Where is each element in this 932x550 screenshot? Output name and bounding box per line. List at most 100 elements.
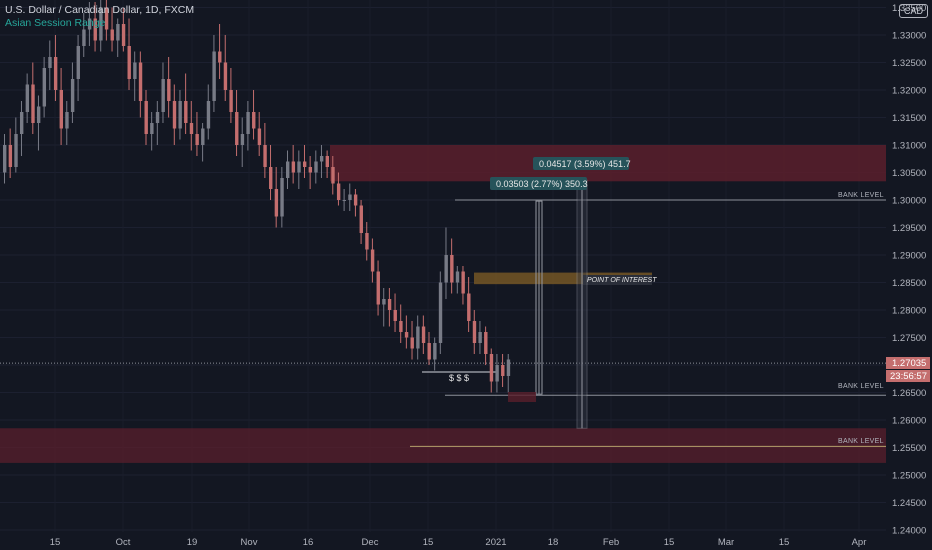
y-tick-label: 1.27500 bbox=[892, 333, 926, 344]
candle-body bbox=[404, 332, 409, 338]
candle-body bbox=[325, 156, 330, 167]
y-tick-label: 1.26500 bbox=[892, 388, 926, 399]
candle-body bbox=[506, 359, 511, 376]
candle-body bbox=[25, 84, 30, 112]
candle-body bbox=[3, 145, 7, 173]
candle-body bbox=[342, 200, 346, 201]
candle-body bbox=[252, 112, 256, 129]
candle-body bbox=[150, 123, 154, 134]
candle-body bbox=[138, 62, 143, 101]
candle-body bbox=[110, 29, 114, 41]
time-axis[interactable]: 15 Oct 19 Nov 16 Dec 15 2021 18 Feb 15 Mar 15 Apr bbox=[50, 537, 867, 548]
candle-body bbox=[427, 343, 431, 360]
candle-body bbox=[376, 271, 380, 305]
symbol-title[interactable]: U.S. Dollar / Canadian Dollar, 1D, FXCM bbox=[5, 4, 195, 16]
candle-body bbox=[336, 183, 341, 200]
candle-body bbox=[370, 249, 375, 272]
price-zones bbox=[0, 145, 886, 463]
measure-label-1-bg bbox=[490, 177, 587, 190]
x-tick-label: Nov bbox=[241, 537, 258, 548]
candle-body bbox=[263, 145, 267, 167]
candle-body bbox=[416, 326, 420, 349]
zone-demand bbox=[0, 428, 886, 463]
candle-body bbox=[76, 46, 80, 79]
x-tick-label: Feb bbox=[603, 537, 619, 548]
y-tick-label: 1.24500 bbox=[892, 498, 926, 509]
y-tick-label: 1.25500 bbox=[892, 443, 926, 454]
measure-label-1-text: 0.03503 (2.77%) 350.3 bbox=[496, 179, 588, 189]
candle-body bbox=[14, 134, 18, 167]
candle-body bbox=[467, 293, 471, 321]
candle-body bbox=[399, 321, 403, 332]
liquidity-label: $ $ $ bbox=[449, 373, 469, 383]
candle-body bbox=[161, 79, 165, 112]
poi-label: POINT OF INTEREST bbox=[587, 277, 657, 284]
candle-body bbox=[438, 282, 443, 343]
y-tick-label: 1.26000 bbox=[892, 416, 926, 427]
candle-body bbox=[461, 271, 465, 294]
chart-annotations: BANK LEVEL BANK LEVEL BANK LEVEL POINT O… bbox=[449, 159, 884, 445]
x-tick-label: 19 bbox=[187, 537, 198, 548]
candle-body bbox=[201, 128, 205, 145]
bank-level-label-1: BANK LEVEL bbox=[838, 192, 884, 199]
candle-body bbox=[240, 134, 245, 145]
candle-body bbox=[421, 326, 426, 343]
candle-body bbox=[48, 57, 52, 68]
price-axis[interactable]: 1.24000 1.24500 1.25000 1.25500 1.26000 1.265… bbox=[892, 3, 926, 537]
candle-body bbox=[127, 46, 131, 79]
x-tick-label: Apr bbox=[852, 537, 867, 548]
y-tick-label: 1.30500 bbox=[892, 168, 926, 179]
price-tags: 1.27035 23:56:57 bbox=[886, 357, 930, 382]
indicator-name[interactable]: Asian Session Range bbox=[5, 17, 106, 29]
poi-label-bg bbox=[583, 275, 652, 285]
candle-body bbox=[269, 167, 273, 189]
y-tick-label: 1.33000 bbox=[892, 31, 926, 42]
candle-body bbox=[223, 62, 228, 90]
candle-body bbox=[455, 271, 460, 283]
x-tick-label: 15 bbox=[664, 537, 675, 548]
x-tick-label: Mar bbox=[718, 537, 734, 548]
candle-body bbox=[8, 145, 13, 167]
countdown-tag bbox=[886, 370, 930, 382]
candle-body bbox=[393, 310, 397, 321]
last-price-tag bbox=[886, 357, 930, 369]
candle-body bbox=[206, 101, 211, 129]
y-tick-label: 1.25000 bbox=[892, 471, 926, 482]
measurement-tools[interactable] bbox=[490, 157, 629, 429]
candle-body bbox=[286, 161, 290, 178]
chart-header: U.S. Dollar / Canadian Dollar, 1D, FXCM … bbox=[5, 4, 194, 30]
candle-body bbox=[319, 156, 324, 162]
candle-body bbox=[387, 299, 392, 310]
candle-body bbox=[59, 90, 63, 129]
candle-body bbox=[178, 101, 182, 129]
candle-body bbox=[365, 233, 369, 250]
candle-body bbox=[65, 112, 69, 129]
candle-body bbox=[189, 123, 194, 134]
measure-label-2-bg bbox=[533, 157, 629, 170]
x-tick-label: 15 bbox=[779, 537, 790, 548]
candle-body bbox=[70, 79, 75, 112]
x-tick-label: Dec bbox=[362, 537, 379, 548]
candle-body bbox=[212, 51, 216, 101]
candle-body bbox=[302, 161, 307, 167]
y-tick-label: 1.29500 bbox=[892, 223, 926, 234]
candle-body bbox=[144, 101, 148, 134]
candle-body bbox=[297, 161, 301, 173]
y-tick-label: 1.33500 bbox=[892, 3, 926, 14]
candle-body bbox=[472, 321, 477, 343]
y-tick-label: 1.31000 bbox=[892, 141, 926, 152]
candle-body bbox=[444, 255, 448, 283]
candle-body bbox=[274, 189, 279, 217]
candle-body bbox=[93, 18, 97, 41]
candle-body bbox=[410, 337, 414, 349]
last-price-text: 1.27035 bbox=[892, 358, 926, 369]
x-tick-label: 2021 bbox=[485, 537, 506, 548]
candle-body bbox=[484, 332, 488, 354]
candlestick-series bbox=[3, 0, 511, 393]
currency-badge[interactable]: CAD bbox=[898, 4, 928, 18]
candle-body bbox=[31, 84, 35, 123]
y-tick-label: 1.32500 bbox=[892, 58, 926, 69]
y-tick-label: 1.28000 bbox=[892, 306, 926, 317]
y-tick-label: 1.30000 bbox=[892, 196, 926, 207]
